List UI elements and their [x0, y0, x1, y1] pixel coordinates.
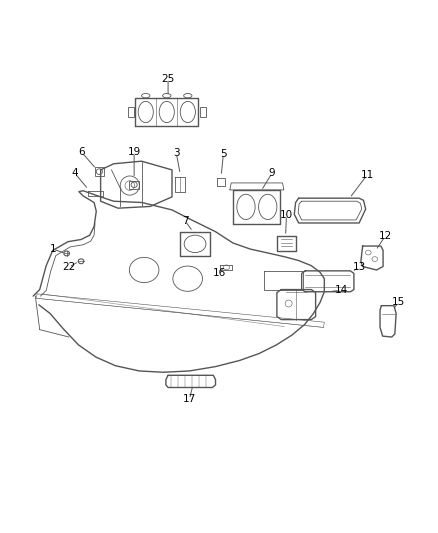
Text: 14: 14 [335, 286, 348, 295]
Text: 16: 16 [212, 268, 226, 278]
Bar [95, 167, 104, 176]
Text: 5: 5 [220, 149, 226, 159]
Bar [200, 107, 206, 117]
Text: 25: 25 [162, 75, 175, 84]
Text: 7: 7 [182, 216, 188, 226]
Text: 13: 13 [353, 262, 366, 272]
Text: 3: 3 [173, 148, 180, 158]
Text: 11: 11 [360, 170, 374, 180]
Text: 6: 6 [78, 148, 85, 157]
Text: 4: 4 [71, 168, 78, 178]
Text: 1: 1 [49, 244, 56, 254]
Text: 22: 22 [62, 262, 75, 272]
Text: 10: 10 [280, 210, 293, 220]
Text: 17: 17 [183, 394, 196, 404]
Text: 9: 9 [269, 168, 276, 178]
Text: 12: 12 [378, 231, 392, 241]
Bar [128, 107, 134, 117]
Text: 19: 19 [127, 148, 141, 157]
Bar [129, 181, 139, 189]
Text: 15: 15 [392, 297, 405, 307]
